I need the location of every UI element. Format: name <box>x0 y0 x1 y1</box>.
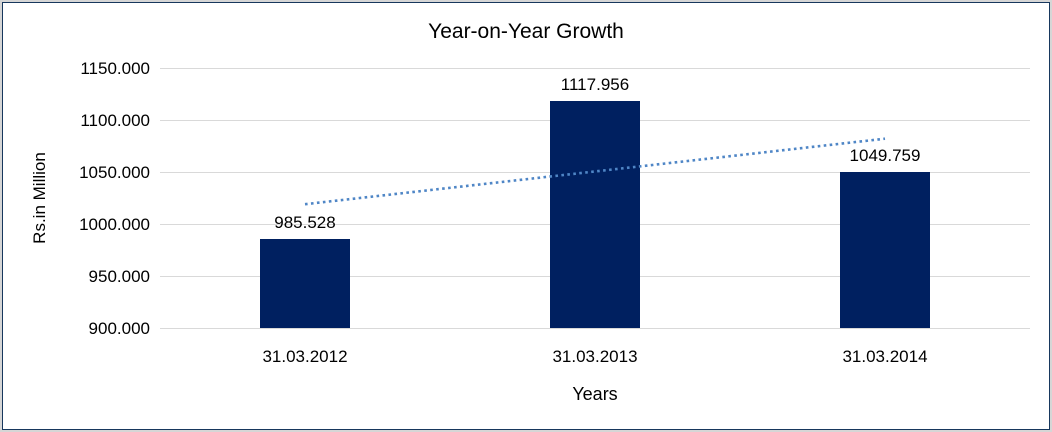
y-tick-label: 1100.000 <box>80 111 150 130</box>
x-tick-label: 31.03.2013 <box>552 347 638 366</box>
y-tick-label: 900.000 <box>88 319 150 338</box>
chart-title: Year-on-Year Growth <box>428 20 624 43</box>
y-tick-label: 950.000 <box>88 267 150 286</box>
bar-value-label: 1049.759 <box>849 146 921 166</box>
y-tick-label: 1150.000 <box>80 59 150 78</box>
x-axis-title: Years <box>572 384 618 404</box>
x-tick-label: 31.03.2012 <box>262 347 348 366</box>
bar <box>840 172 930 328</box>
bar-value-label: 985.528 <box>274 213 336 233</box>
gridline <box>160 328 1030 329</box>
x-tick-label: 31.03.2014 <box>842 347 928 366</box>
bar-value-label: 1117.956 <box>560 75 630 95</box>
bar <box>550 101 640 328</box>
bar <box>260 239 350 328</box>
gridline <box>160 68 1030 69</box>
y-tick-label: 1000.000 <box>79 215 150 234</box>
y-tick-label: 1050.000 <box>79 163 150 182</box>
